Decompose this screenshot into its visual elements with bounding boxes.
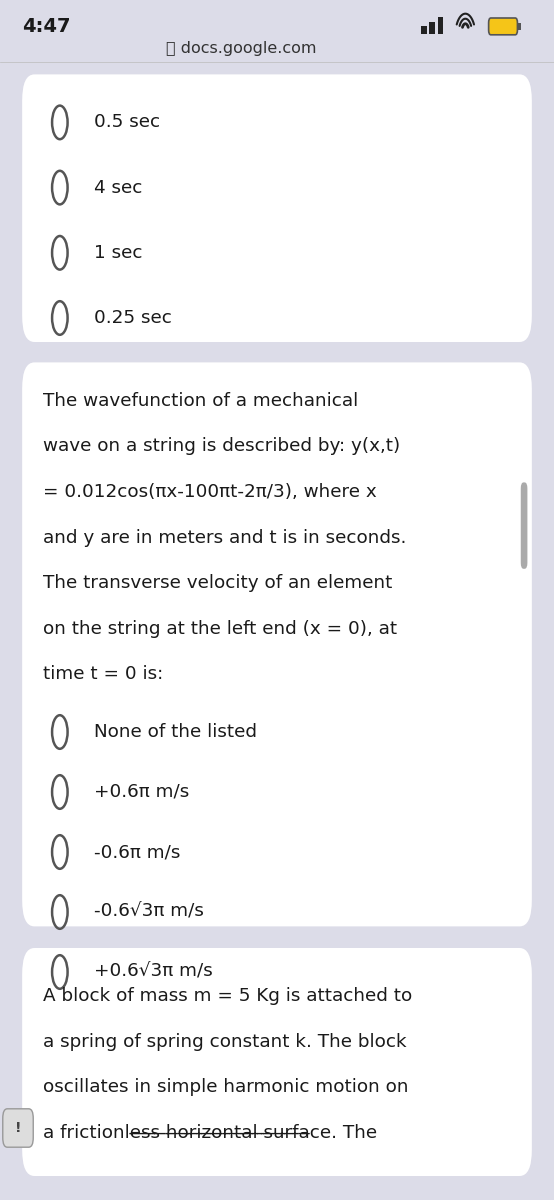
FancyBboxPatch shape: [489, 18, 517, 35]
Text: +0.6√3π m/s: +0.6√3π m/s: [94, 962, 213, 982]
Text: on the string at the left end (x = 0), at: on the string at the left end (x = 0), a…: [43, 619, 397, 638]
Text: wave on a string is described by: y(x,t): wave on a string is described by: y(x,t): [43, 438, 401, 456]
Text: 1 sec: 1 sec: [94, 244, 143, 262]
Text: +0.6π m/s: +0.6π m/s: [94, 784, 189, 802]
FancyBboxPatch shape: [3, 1109, 33, 1147]
Text: 0.5 sec: 0.5 sec: [94, 114, 160, 132]
Text: 4 sec: 4 sec: [94, 179, 142, 197]
Text: 0.25 sec: 0.25 sec: [94, 310, 172, 328]
Text: time t = 0 is:: time t = 0 is:: [43, 665, 163, 684]
FancyBboxPatch shape: [521, 482, 527, 569]
Text: The wavefunction of a mechanical: The wavefunction of a mechanical: [43, 391, 358, 410]
Text: 4:47: 4:47: [22, 17, 71, 36]
Text: A block of mass m = 5 Kg is attached to: A block of mass m = 5 Kg is attached to: [43, 986, 413, 1006]
FancyBboxPatch shape: [438, 17, 443, 34]
Text: oscillates in simple harmonic motion on: oscillates in simple harmonic motion on: [43, 1078, 409, 1097]
Text: -0.6√3π m/s: -0.6√3π m/s: [94, 904, 204, 922]
Text: = 0.012cos(πx-100πt-2π/3), where x: = 0.012cos(πx-100πt-2π/3), where x: [43, 482, 377, 502]
FancyBboxPatch shape: [22, 948, 532, 1176]
FancyBboxPatch shape: [421, 26, 427, 34]
Text: a spring of spring constant k. The block: a spring of spring constant k. The block: [43, 1032, 407, 1051]
FancyBboxPatch shape: [429, 22, 435, 34]
Text: !: !: [15, 1121, 21, 1135]
Text: -0.6π m/s: -0.6π m/s: [94, 844, 181, 862]
Text: The transverse velocity of an element: The transverse velocity of an element: [43, 575, 393, 593]
Text: and y are in meters and t is in seconds.: and y are in meters and t is in seconds.: [43, 528, 407, 547]
Text: 🔒 docs.google.com: 🔒 docs.google.com: [166, 41, 317, 55]
Text: None of the listed: None of the listed: [94, 722, 257, 742]
Text: a frictionle̶s̶s̶ ̶h̶o̶r̶i̶z̶o̶n̶t̶a̶l̶ ̶s̶u̶r̶f̶a̶ce. The: a frictionle̶s̶s̶ ̶h̶o̶r̶i̶z̶o̶n̶t̶a̶l̶ …: [43, 1123, 377, 1142]
FancyBboxPatch shape: [517, 23, 521, 30]
FancyBboxPatch shape: [22, 362, 532, 926]
FancyBboxPatch shape: [22, 74, 532, 342]
